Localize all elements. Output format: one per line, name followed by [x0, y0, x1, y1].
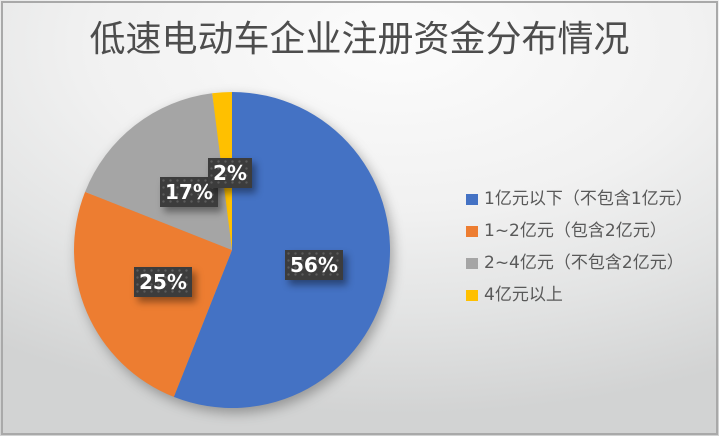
legend-swatch-icon: [466, 257, 478, 269]
legend-item-3[interactable]: 2~4亿元（不包含2亿元）: [466, 254, 693, 272]
data-label-slice-4: 2%: [208, 158, 252, 188]
data-label-slice-3: 17%: [160, 177, 218, 207]
pie-slices: [74, 91, 391, 408]
legend-swatch-icon: [466, 289, 478, 301]
legend-label: 2~4亿元（不包含2亿元）: [484, 253, 684, 273]
pie-slice-3[interactable]: [85, 93, 232, 250]
legend-item-4[interactable]: 4亿元以上: [466, 286, 693, 304]
data-label-slice-2: 25%: [134, 267, 192, 297]
chart-title: 低速电动车企业注册资金分布情况: [89, 19, 630, 60]
legend-label: 4亿元以上: [484, 285, 563, 305]
legend-swatch-icon: [466, 225, 478, 237]
pie-slice-1[interactable]: [173, 91, 391, 408]
legend-item-1[interactable]: 1亿元以下（不包含1亿元）: [466, 190, 693, 208]
legend-item-2[interactable]: 1~2亿元（包含2亿元）: [466, 222, 693, 240]
data-label-slice-1: 56%: [285, 250, 343, 280]
legend-label: 1亿元以下（不包含1亿元）: [484, 189, 693, 209]
legend-swatch-icon: [466, 193, 478, 205]
chart-legend: 1亿元以下（不包含1亿元） 1~2亿元（包含2亿元） 2~4亿元（不包含2亿元）…: [466, 190, 693, 318]
legend-label: 1~2亿元（包含2亿元）: [484, 221, 667, 241]
